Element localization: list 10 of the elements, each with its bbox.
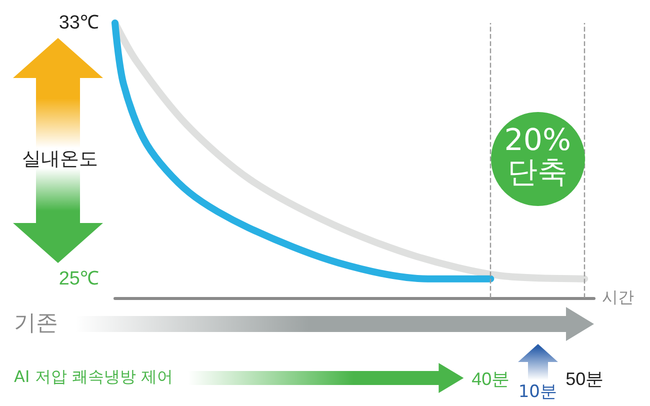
annotation: 20% 단축 xyxy=(490,112,585,206)
text: AI 저압 쾌속냉방 제어 xyxy=(14,367,173,388)
text: 기존 xyxy=(14,310,58,338)
x-axis-title: 시간 xyxy=(602,290,634,306)
y-tick-label: 33℃ xyxy=(58,12,99,34)
x-tick-label: 40분 xyxy=(472,369,510,389)
x-tick-label: 50분 xyxy=(566,369,604,389)
text: 10분 xyxy=(518,381,558,403)
y-tick-label: 25℃ xyxy=(58,268,99,290)
y-axis-title: 실내온도 xyxy=(21,147,99,172)
